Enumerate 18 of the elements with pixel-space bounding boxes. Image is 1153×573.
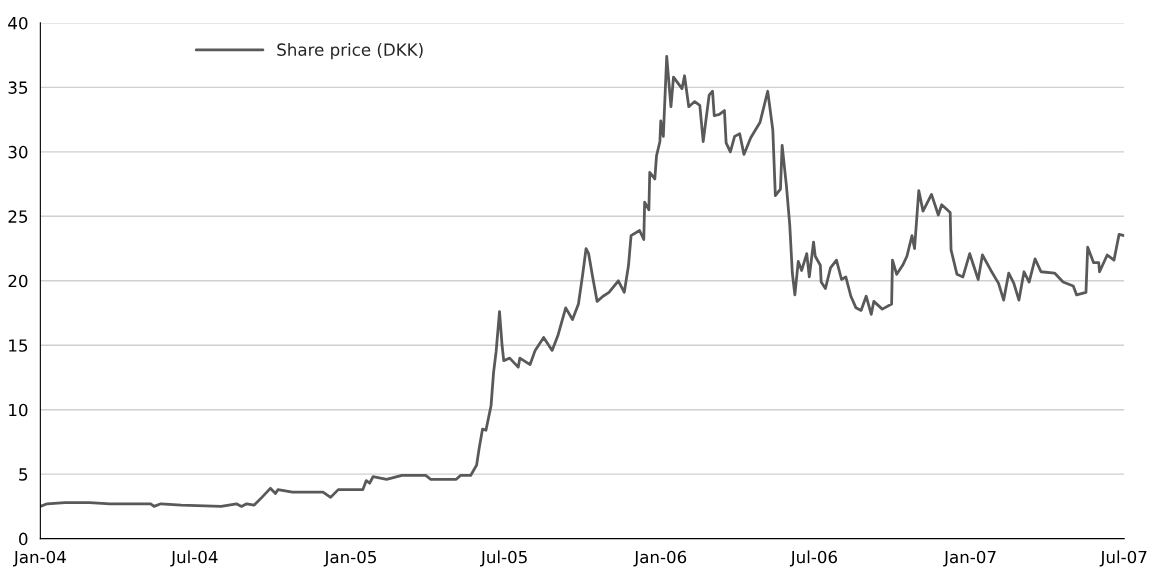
y-tick-label: 15 — [9, 339, 28, 352]
x-tick-label: Jan-04 — [13, 550, 66, 567]
y-tick-label: 10 — [9, 403, 28, 417]
y-tick-label: 40 — [8, 16, 28, 30]
y-tick-label: 0 — [19, 532, 28, 546]
x-tick-label: Jul-06 — [789, 550, 838, 567]
x-tick-label: Jul-04 — [170, 550, 218, 567]
y-tick-label: 35 — [8, 81, 28, 94]
y-tick-label: 30 — [8, 145, 28, 159]
legend-label: Share price (DKK) — [277, 43, 423, 60]
x-tick-label: Jan-05 — [323, 550, 376, 567]
x-tick-label: Jan-06 — [633, 550, 687, 567]
y-tick-label: 25 — [8, 210, 28, 223]
x-tick-label: Jul-05 — [480, 550, 527, 567]
x-tick-label: Jan-07 — [943, 550, 996, 567]
y-tick-label: 20 — [8, 274, 28, 288]
y-tick-label: 5 — [19, 468, 28, 481]
x-tick-label: Jul-07 — [1099, 550, 1147, 567]
